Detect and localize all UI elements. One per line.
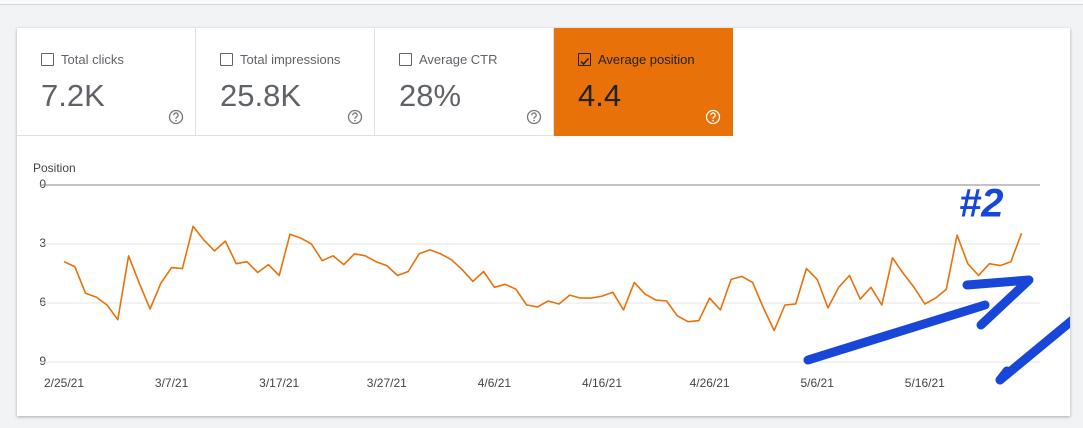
metric-value: 25.8K [220,78,302,113]
x-tick-label: 3/7/21 [155,376,189,390]
chart: Position 0 3 6 9 2/25/21 3/7/21 3/17/21 3/27/21 4… [33,161,1070,390]
y-tick-label: 6 [39,295,46,309]
metric-label: Total clicks [61,52,124,67]
annotation: #2 [959,182,1004,226]
x-tick-label: 4/26/21 [690,376,730,390]
check-mark [580,57,590,66]
x-tick-label: 3/27/21 [367,376,407,390]
x-tick-label: 2/25/21 [44,376,84,390]
metric-tile[interactable]: Average CTR 28% [375,28,554,136]
metric-tile[interactable]: Total impressions 25.8K [196,28,375,136]
y-axis-title: Position [33,161,76,175]
x-tick-label: 4/6/21 [478,376,512,390]
metric-tiles: Total clicks 7.2K Total impressions 25.8K Av… [17,28,733,136]
performance-card: Total clicks 7.2K Total impressions 25.8K Av… [17,28,1070,416]
help-icon[interactable] [705,109,721,125]
x-tick-label: 5/16/21 [905,376,945,390]
help-icon[interactable] [526,109,542,125]
y-tick-label: 9 [39,354,46,368]
metric-value: 4.4 [578,78,622,113]
help-icon[interactable] [347,109,363,125]
checkbox[interactable] [41,53,54,66]
metric-value: 28% [399,78,462,113]
annotation-check [995,316,1070,385]
x-tick-label: 3/17/21 [259,376,299,390]
metric-tile[interactable]: Average position 4.4 [554,28,733,136]
help-icon[interactable] [168,109,184,125]
checkbox[interactable] [578,53,591,66]
annotation-arrow [962,275,1034,330]
metric-label: Average CTR [419,52,498,67]
metric-label: Total impressions [240,52,341,67]
checkbox[interactable] [220,53,233,66]
metric-label: Average position [598,52,695,67]
top-bar [0,0,1083,5]
y-tick-label: 0 [39,177,46,191]
metric-tile[interactable]: Total clicks 7.2K [17,28,196,136]
data-line [63,225,1023,332]
y-tick-label: 3 [39,236,46,250]
metric-value: 7.2K [41,78,105,113]
x-tick-label: 4/16/21 [582,376,622,390]
checkbox[interactable] [399,53,412,66]
x-tick-label: 5/6/21 [801,376,835,390]
annotation-stroke [803,300,990,365]
